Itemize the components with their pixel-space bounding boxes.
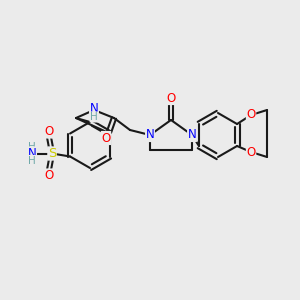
Text: O: O (167, 92, 176, 104)
Text: O: O (246, 146, 256, 158)
Text: N: N (90, 101, 98, 115)
Text: N: N (28, 147, 37, 160)
Text: O: O (44, 169, 54, 182)
Text: O: O (101, 131, 111, 145)
Text: H: H (90, 112, 98, 122)
Text: O: O (246, 109, 256, 122)
Text: O: O (44, 125, 54, 138)
Text: S: S (48, 147, 56, 160)
Text: N: N (188, 128, 196, 142)
Text: H: H (28, 142, 36, 152)
Text: H: H (28, 155, 36, 166)
Text: N: N (146, 128, 154, 142)
